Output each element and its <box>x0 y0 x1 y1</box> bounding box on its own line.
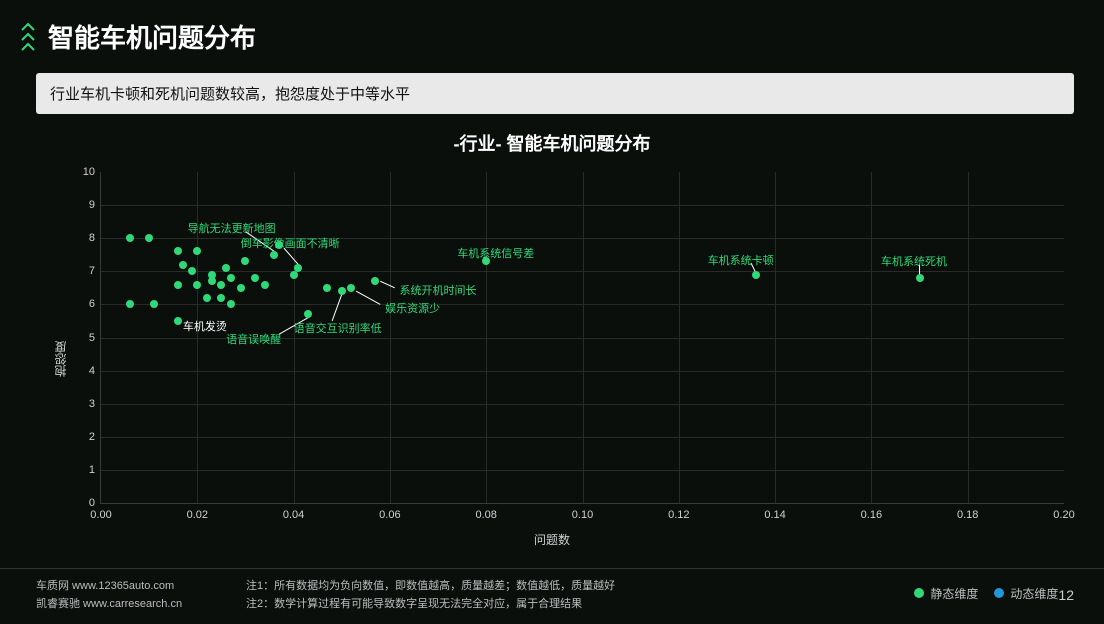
y-tick: 2 <box>73 431 95 443</box>
data-point <box>294 264 302 272</box>
x-tick: 0.06 <box>379 509 400 521</box>
x-tick: 0.12 <box>668 509 689 521</box>
data-point <box>347 284 355 292</box>
data-point <box>261 281 269 289</box>
point-label: 车机系统卡顿 <box>708 252 774 268</box>
x-tick: 0.10 <box>572 509 593 521</box>
y-tick: 4 <box>73 365 95 377</box>
footnote-2: 注2：数学计算过程有可能导致数字呈现无法完全对应，属于合理结果 <box>246 595 894 614</box>
data-point <box>126 234 134 242</box>
point-label: 倒车影像画面不清晰 <box>241 235 340 251</box>
x-tick: 0.08 <box>475 509 496 521</box>
data-point <box>174 247 182 255</box>
y-tick: 6 <box>73 298 95 310</box>
x-tick: 0.02 <box>187 509 208 521</box>
data-point <box>227 300 235 308</box>
data-point <box>150 300 158 308</box>
point-label: 系统开机时间长 <box>400 282 477 298</box>
y-tick: 10 <box>73 166 95 178</box>
legend-dot-icon <box>994 588 1004 598</box>
legend-label: 动态维度 <box>1010 585 1058 602</box>
legend-item-static: 静态维度 <box>914 585 978 602</box>
y-tick: 9 <box>73 199 95 211</box>
scatter-chart: 抱怨度 问题数 0123456789100.000.020.040.060.08… <box>30 164 1074 554</box>
point-label: 车机发烫 <box>183 318 227 334</box>
data-point <box>188 267 196 275</box>
x-tick: 0.00 <box>90 509 111 521</box>
data-point <box>304 310 312 318</box>
page-title: 智能车机问题分布 <box>48 18 256 55</box>
data-point <box>174 281 182 289</box>
site-link-2: 凯睿赛驰 www.carresearch.cn <box>36 595 246 614</box>
data-point <box>208 277 216 285</box>
data-point <box>222 264 230 272</box>
data-point <box>203 294 211 302</box>
x-tick: 0.16 <box>861 509 882 521</box>
point-label: 语音误唤醒 <box>226 331 281 347</box>
data-point <box>237 284 245 292</box>
point-label: 娱乐资源少 <box>385 300 440 316</box>
data-point <box>126 300 134 308</box>
plot-area: 0123456789100.000.020.040.060.080.100.12… <box>100 172 1064 504</box>
data-point <box>217 294 225 302</box>
x-tick: 0.04 <box>283 509 304 521</box>
data-point <box>916 274 924 282</box>
legend-dot-icon <box>914 588 924 598</box>
subtitle-bar: 行业车机卡顿和死机问题数较高，抱怨度处于中等水平 <box>36 73 1074 114</box>
data-point <box>227 274 235 282</box>
data-point <box>371 277 379 285</box>
point-label: 车机系统死机 <box>881 253 947 269</box>
legend-label: 静态维度 <box>930 585 978 602</box>
x-tick: 0.20 <box>1053 509 1074 521</box>
data-point <box>323 284 331 292</box>
y-tick: 1 <box>73 464 95 476</box>
page-number: 12 <box>1058 587 1074 603</box>
legend: 静态维度 动态维度 <box>914 585 1058 602</box>
data-point <box>338 287 346 295</box>
data-point <box>217 281 225 289</box>
y-tick: 7 <box>73 265 95 277</box>
footer: 车质网 www.12365auto.com 凯睿赛驰 www.carresear… <box>0 568 1104 624</box>
data-point <box>193 281 201 289</box>
x-axis-label: 问题数 <box>534 531 570 548</box>
point-label: 车机系统信号差 <box>457 245 534 261</box>
site-link-1: 车质网 www.12365auto.com <box>36 577 246 596</box>
data-point <box>251 274 259 282</box>
data-point <box>270 251 278 259</box>
y-tick: 5 <box>73 332 95 344</box>
data-point <box>179 261 187 269</box>
legend-item-dynamic: 动态维度 <box>994 585 1058 602</box>
data-point <box>145 234 153 242</box>
data-point <box>193 247 201 255</box>
point-label: 导航无法更新地图 <box>188 220 276 236</box>
y-tick: 8 <box>73 232 95 244</box>
y-tick: 0 <box>73 497 95 509</box>
footnote-1: 注1：所有数据均为负向数值，即数值越高，质量越差；数值越低，质量越好 <box>246 577 894 596</box>
header: 智能车机问题分布 <box>0 0 1104 65</box>
data-point <box>241 257 249 265</box>
point-label: 语音交互识别率低 <box>294 320 382 336</box>
y-tick: 3 <box>73 398 95 410</box>
chart-title: -行业- 智能车机问题分布 <box>0 130 1104 156</box>
chevron-icon <box>20 22 36 52</box>
x-tick: 0.18 <box>957 509 978 521</box>
x-tick: 0.14 <box>764 509 785 521</box>
y-axis-label: 抱怨度 <box>52 341 69 377</box>
data-point <box>174 317 182 325</box>
data-point <box>752 271 760 279</box>
